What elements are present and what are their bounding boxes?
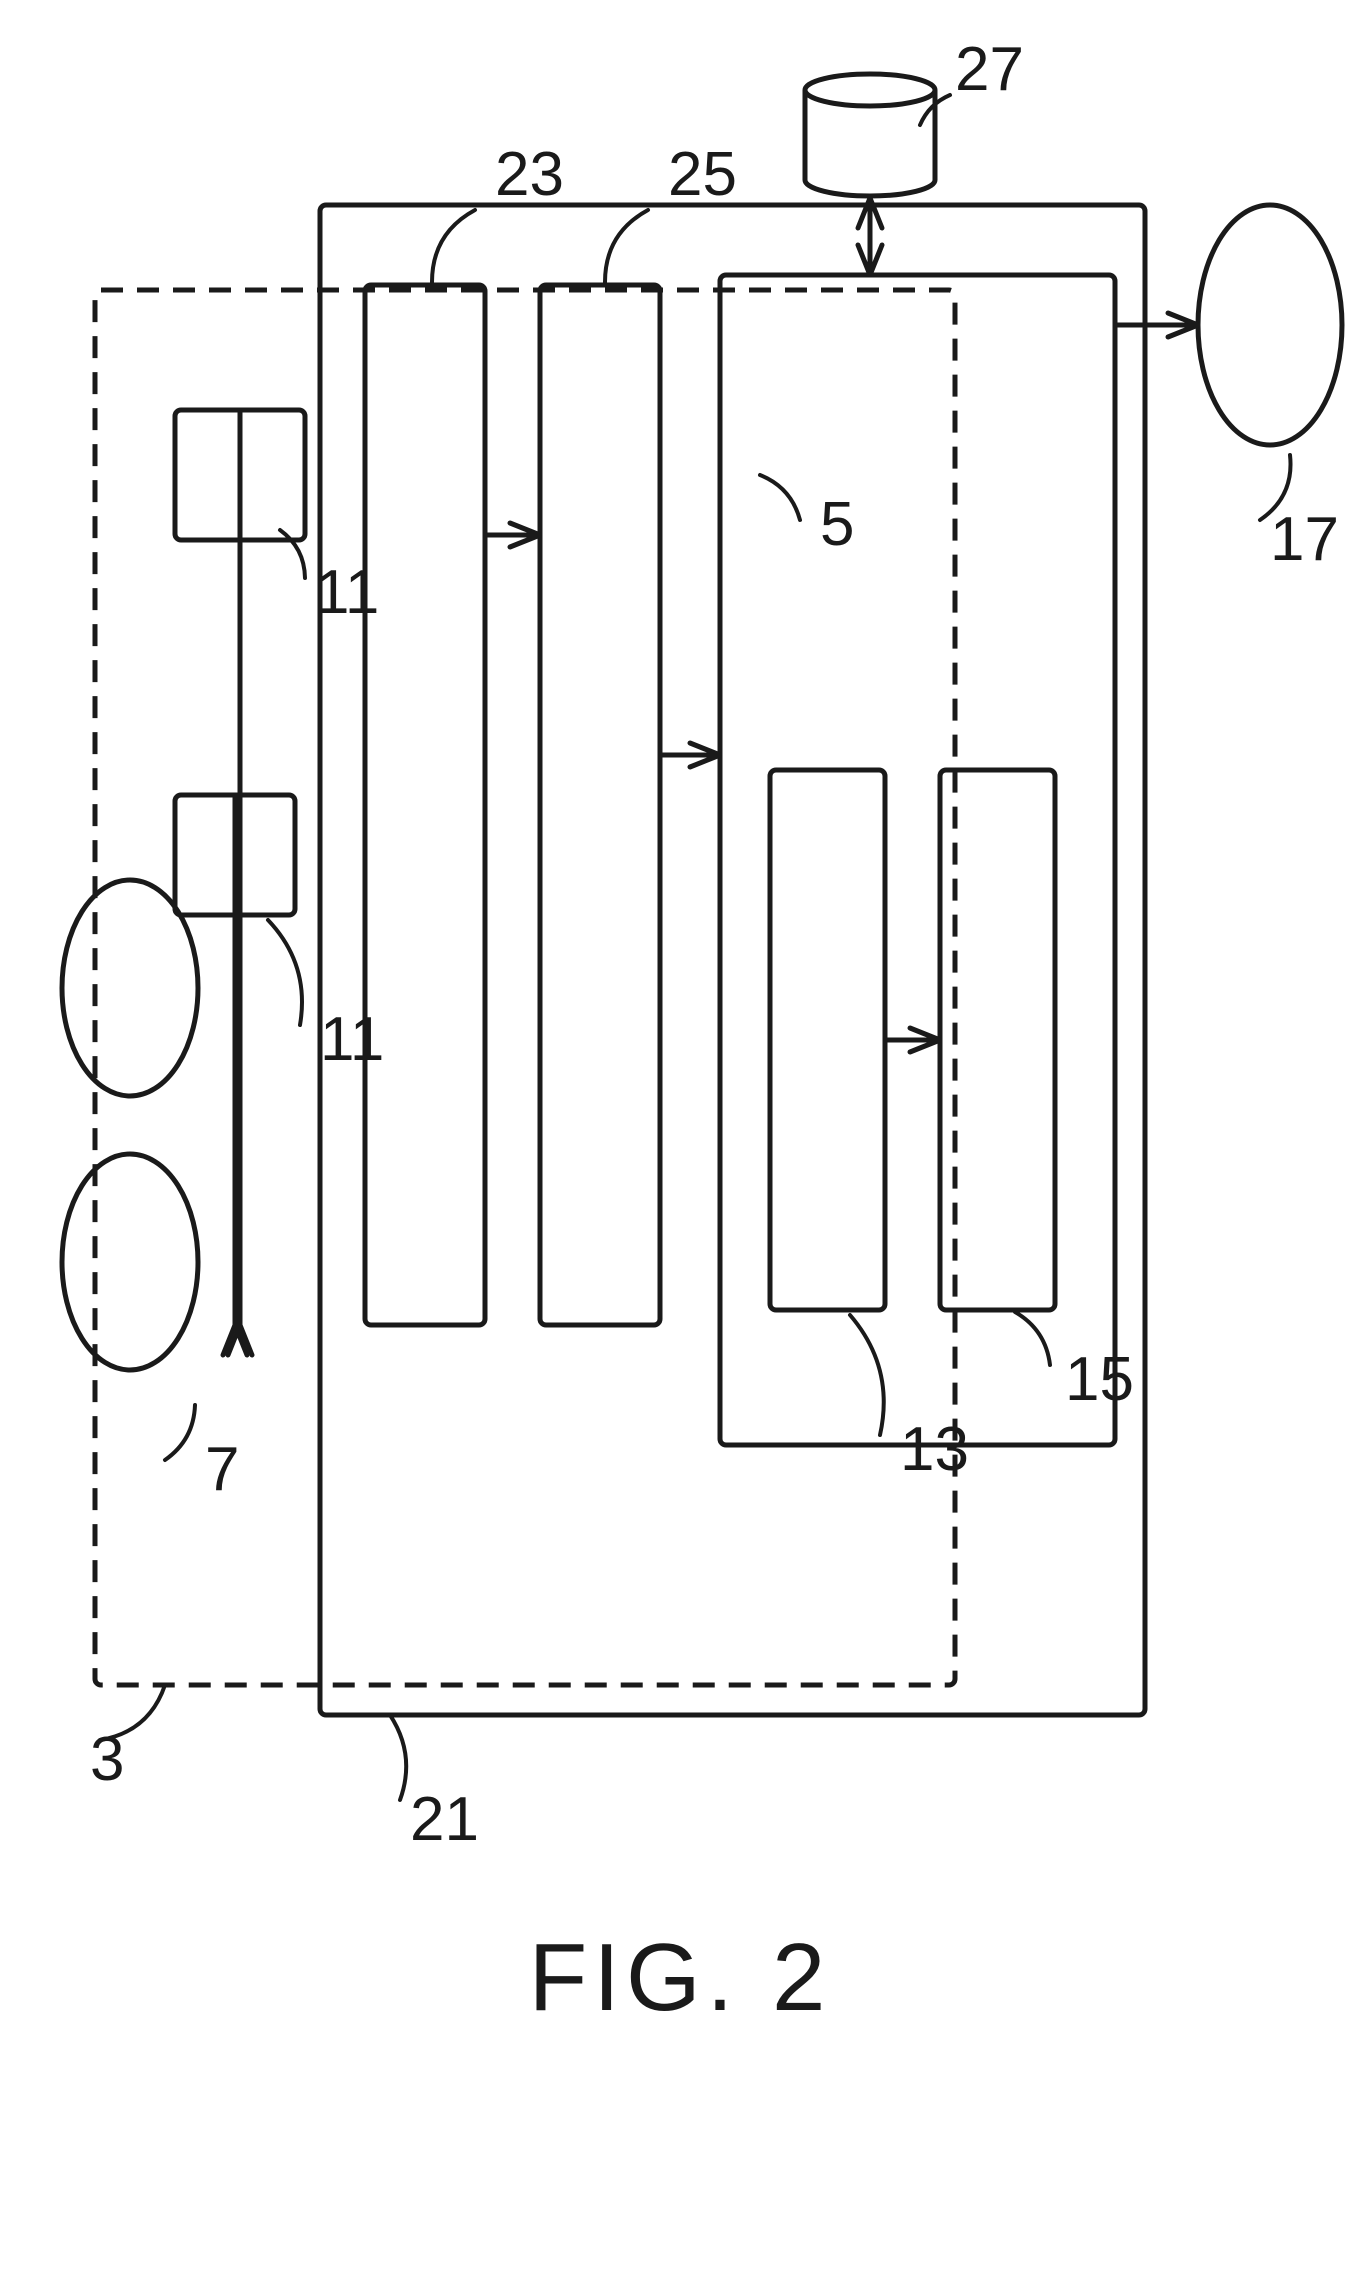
label-11: 11 [320, 1005, 384, 1074]
leader-7 [165, 1405, 195, 1460]
label-13: 13 [900, 1415, 969, 1484]
leader-23 [432, 210, 475, 283]
leader-15 [1015, 1312, 1050, 1365]
label-3: 3 [90, 1725, 124, 1794]
label-25: 25 [668, 140, 737, 209]
label-5: 5 [820, 490, 854, 559]
node-17 [1198, 205, 1342, 445]
node-21 [320, 205, 1145, 1715]
label-21: 21 [410, 1785, 479, 1854]
leader-13 [850, 1315, 884, 1435]
node-25 [540, 285, 660, 1325]
label-15: 15 [1065, 1345, 1134, 1414]
label-7: 7 [205, 1435, 239, 1504]
label-11: 11 [315, 558, 379, 627]
node-23 [365, 285, 485, 1325]
node-27 [805, 74, 935, 106]
label-17: 17 [1270, 505, 1339, 574]
label-27: 27 [955, 35, 1024, 104]
figure-caption: FIG. 2 [529, 1924, 832, 2031]
leader-21 [390, 1715, 406, 1800]
leader-11 [268, 920, 302, 1025]
leader-25 [605, 210, 648, 283]
label-23: 23 [495, 140, 564, 209]
leader-5 [760, 475, 800, 520]
node-13 [770, 770, 885, 1310]
